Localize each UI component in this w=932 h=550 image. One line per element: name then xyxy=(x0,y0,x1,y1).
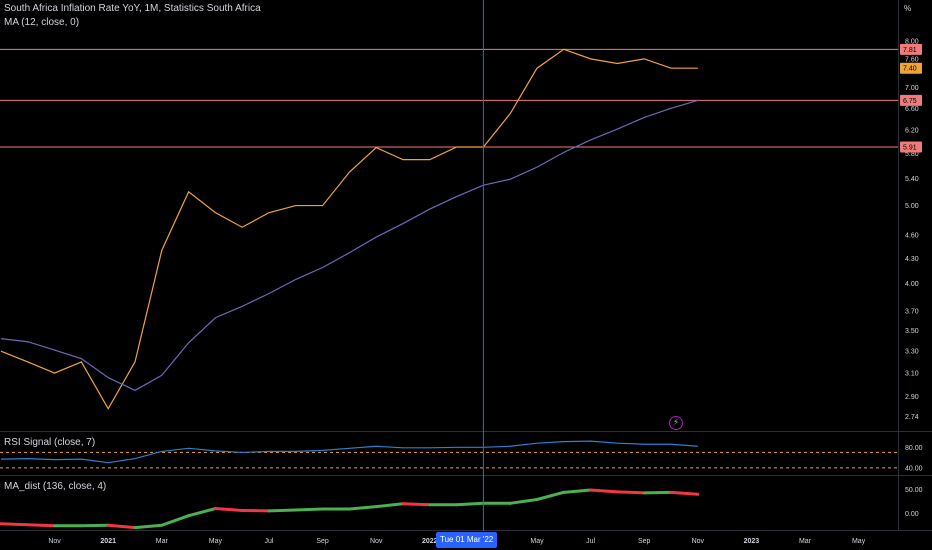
price-tag-7-40 xyxy=(900,62,922,74)
ma-legend: MA (12, close, 0) xyxy=(4,17,80,28)
rsi-legend: RSI Signal (close, 7) xyxy=(4,437,96,448)
ma-dist-segment xyxy=(455,501,485,507)
time-axis-tick: Jul xyxy=(265,538,274,545)
ma-dist-segment xyxy=(133,523,164,530)
price-tick-label: 3.70 xyxy=(905,309,919,316)
crosshair-date-label: Tue 01 Mar '22 xyxy=(436,532,498,548)
lightning-icon[interactable]: ⚡ xyxy=(669,416,683,430)
price-tag-label: 7.40 xyxy=(903,66,917,73)
ma-dist-tick-label: 0.00 xyxy=(905,511,919,518)
price-tick-label: 3.10 xyxy=(905,371,919,378)
ma-dist-segment xyxy=(374,502,405,509)
price-tick-label: 8.00 xyxy=(905,38,919,45)
main-legend-title: South Africa Inflation Rate YoY, 1M, Sta… xyxy=(4,3,261,14)
price-tag-6-75 xyxy=(900,94,922,106)
price-tag-label: 5.91 xyxy=(903,144,917,151)
time-axis-tick: 2021 xyxy=(100,538,116,545)
unit-label: % xyxy=(904,4,912,13)
ma-dist-segment xyxy=(0,522,30,527)
ma-dist-segment xyxy=(562,488,593,494)
price-tick-label: 3.30 xyxy=(905,349,919,356)
price-tag-5-91 xyxy=(900,141,922,153)
time-axis-tick: Jul xyxy=(586,538,595,545)
time-axis-tick: Nov xyxy=(48,538,61,545)
ma-dist-segment xyxy=(160,514,191,527)
ma-dist-segment xyxy=(294,507,325,512)
ma-dist-segment xyxy=(508,497,539,505)
rsi-tick-label: 80.00 xyxy=(905,445,923,452)
time-axis-tick: May xyxy=(852,538,866,545)
time-axis-tick: Nov xyxy=(370,538,383,545)
time-axis-tick: Sep xyxy=(638,538,651,545)
time-axis-tick: 2022 xyxy=(422,538,438,545)
price-tick-label: 5.40 xyxy=(905,176,919,183)
time-axis-tick: Mar xyxy=(156,538,169,545)
price-tick-label: 3.50 xyxy=(905,328,919,335)
ma-dist-segment xyxy=(26,523,57,528)
price-tag-label: 6.75 xyxy=(903,98,917,105)
price-tick-label: 7.60 xyxy=(905,56,919,63)
price-tick-label: 4.00 xyxy=(905,281,919,288)
ma-series-line xyxy=(0,99,698,392)
time-axis-tick: Nov xyxy=(692,538,705,545)
price-tick-label: 5.00 xyxy=(905,203,919,210)
price-tick-label: 5.80 xyxy=(905,151,919,158)
price-tick-label: 4.30 xyxy=(905,256,919,263)
ma-dist-segment xyxy=(347,505,378,511)
ma-dist-tick-label: 50.00 xyxy=(905,487,923,494)
rsi-tick-label: 40.00 xyxy=(905,465,923,472)
ma-dist-segment xyxy=(615,490,646,495)
ma-dist-segment xyxy=(589,488,619,494)
ma-dist-legend: MA_dist (136, close, 4) xyxy=(4,481,107,492)
price-tag-label: 7.81 xyxy=(903,47,917,54)
price-tick-label: 2.74 xyxy=(905,414,919,421)
time-axis-tick: Sep xyxy=(316,538,329,545)
price-tick-label: 4.60 xyxy=(905,232,919,239)
price-tick-label: 2.90 xyxy=(905,394,919,401)
ma-dist-segment xyxy=(535,490,566,501)
ma-dist-segment xyxy=(187,507,217,518)
ma-dist-segment xyxy=(106,523,137,530)
ma-dist-segment xyxy=(401,502,432,507)
rsi-series-line xyxy=(0,440,698,464)
ma-dist-segment xyxy=(213,507,244,512)
ma-dist-segment xyxy=(267,508,298,513)
ma-dist-segment xyxy=(669,490,700,496)
price-tag-7-81 xyxy=(900,43,922,55)
price-tick-label: 6.20 xyxy=(905,128,919,135)
price-tick-label: 6.60 xyxy=(905,106,919,113)
time-axis-tick: 2023 xyxy=(744,538,760,545)
time-axis-tick: Mar xyxy=(799,538,812,545)
time-axis-tick: May xyxy=(530,538,544,545)
price-tick-label: 7.00 xyxy=(905,85,919,92)
inflation-series-line xyxy=(0,48,698,410)
time-axis-tick: May xyxy=(209,538,223,545)
